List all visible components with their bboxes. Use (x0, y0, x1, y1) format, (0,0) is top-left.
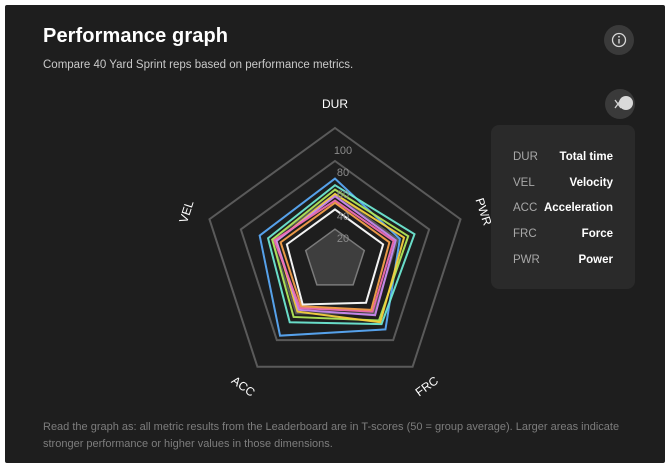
grid-ring (208, 126, 462, 368)
radar-grid (208, 126, 462, 368)
legend-row-pwr: PWR Power (513, 254, 613, 270)
legend-name: Total time (559, 151, 613, 163)
info-button[interactable] (604, 25, 634, 55)
legend-abbr: FRC (513, 228, 537, 240)
axis-label-vel: VEL (176, 198, 196, 224)
legend-abbr: VEL (513, 177, 535, 189)
axis-label-dur: DUR (322, 97, 348, 111)
legend-abbr: ACC (513, 202, 538, 214)
page-subtitle: Compare 40 Yard Sprint reps based on per… (43, 59, 354, 71)
radar-series (258, 177, 416, 337)
page-title: Performance graph (43, 25, 229, 47)
tick-label: 40 (337, 211, 349, 223)
metrics-legend: DUR Total time VEL Velocity ACC Accelera… (491, 125, 635, 289)
compare-toggle[interactable] (605, 89, 635, 119)
legend-row-frc: FRC Force (513, 228, 613, 244)
legend-row-vel: VEL Velocity (513, 177, 613, 193)
tick-label: 80 (337, 167, 349, 179)
legend-abbr: PWR (513, 254, 540, 266)
series-polygon-8 (285, 208, 385, 306)
performance-card: Performance graph Compare 40 Yard Sprint… (5, 5, 665, 463)
series-polygon-6 (273, 199, 395, 313)
legend-row-dur: DUR Total time (513, 151, 613, 167)
grid-ring (239, 159, 431, 342)
legend-name: Force (581, 228, 613, 240)
series-polygon-2 (266, 183, 416, 326)
radar-tick-labels: 20 40 60 80 100 (334, 145, 352, 245)
legend-row-acc: ACC Acceleration (513, 202, 613, 218)
legend-abbr: DUR (513, 151, 538, 163)
legend-name: Power (578, 254, 613, 266)
legend-name: Velocity (569, 177, 613, 189)
tick-label: 60 (337, 189, 349, 201)
footer-note: Read the graph as: all metric results fr… (43, 421, 620, 450)
axis-label-frc: FRC (413, 373, 441, 399)
info-icon (611, 32, 627, 48)
tick-label: 20 (337, 233, 349, 245)
legend-name: Acceleration (543, 202, 613, 214)
series-polygon-3 (271, 188, 410, 322)
close-toggle-icon (614, 96, 633, 110)
series-polygon-7 (279, 201, 391, 311)
axis-label-acc: ACC (229, 373, 258, 399)
grid-ring-inner (304, 228, 366, 286)
tick-label: 100 (334, 145, 352, 157)
